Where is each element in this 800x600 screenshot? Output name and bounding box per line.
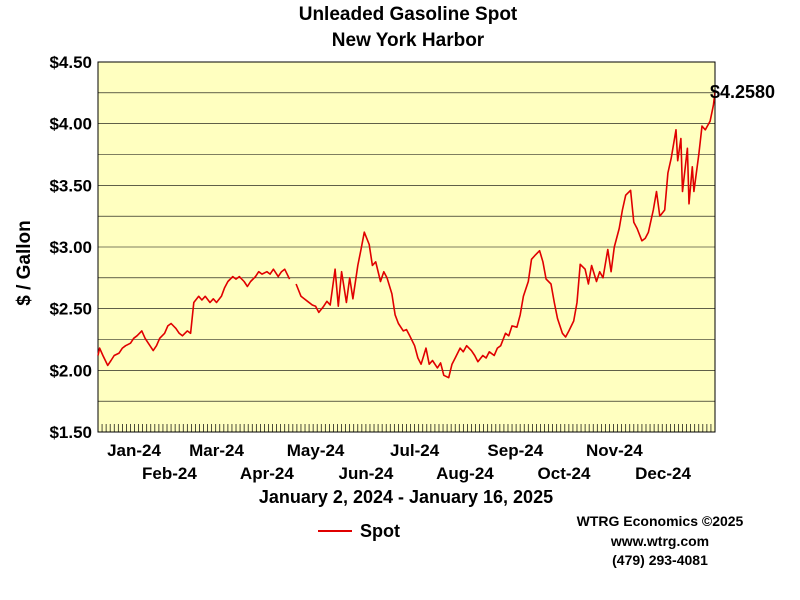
- y-tick-label: $2.50: [49, 300, 92, 319]
- x-tick-label: Feb-24: [142, 464, 197, 483]
- y-tick-label: $2.00: [49, 361, 92, 380]
- legend-label-spot: Spot: [360, 521, 400, 541]
- end-value-label: $4.2580: [710, 82, 775, 102]
- y-tick-label: $3.50: [49, 176, 92, 195]
- x-tick-label: Jan-24: [107, 441, 161, 460]
- y-tick-label: $3.00: [49, 238, 92, 257]
- x-tick-label: Jun-24: [339, 464, 394, 483]
- x-tick-label: Mar-24: [189, 441, 244, 460]
- y-tick-label: $1.50: [49, 423, 92, 442]
- x-tick-label: Dec-24: [635, 464, 691, 483]
- x-tick-label: May-24: [287, 441, 345, 460]
- y-axis-label: $ / Gallon: [14, 220, 35, 306]
- series-line-spot: [97, 268, 291, 367]
- credit-company: WTRG Economics ©2025: [576, 513, 744, 529]
- axis-labels: $1.50 $2.00 $2.50 $3.00 $3.50 $4.00 $4.50 Jan-2…: [49, 53, 691, 483]
- chart-title: Unleaded Gasoline Spot: [299, 4, 518, 25]
- x-tick-label: Apr-24: [240, 464, 294, 483]
- chart-subtitle: New York Harbor: [332, 30, 485, 51]
- x-tick-marks: [97, 424, 716, 432]
- credit-website: www.wtrg.com: [610, 533, 710, 549]
- x-tick-label: Sep-24: [487, 441, 543, 460]
- x-axis-label: January 2, 2024 - January 16, 2025: [259, 487, 553, 507]
- grid-lines: [98, 92, 715, 402]
- series-group: [97, 91, 716, 379]
- y-tick-label: $4.50: [49, 53, 92, 72]
- x-tick-label: Oct-24: [538, 464, 591, 483]
- legend: Spot: [318, 521, 400, 541]
- x-tick-label: Nov-24: [586, 441, 643, 460]
- x-tick-label: Aug-24: [436, 464, 494, 483]
- x-tick-label: Jul-24: [390, 441, 440, 460]
- credit-phone: (479) 293-4081: [612, 552, 708, 568]
- y-tick-label: $4.00: [49, 115, 92, 134]
- series-line-spot: [295, 91, 716, 379]
